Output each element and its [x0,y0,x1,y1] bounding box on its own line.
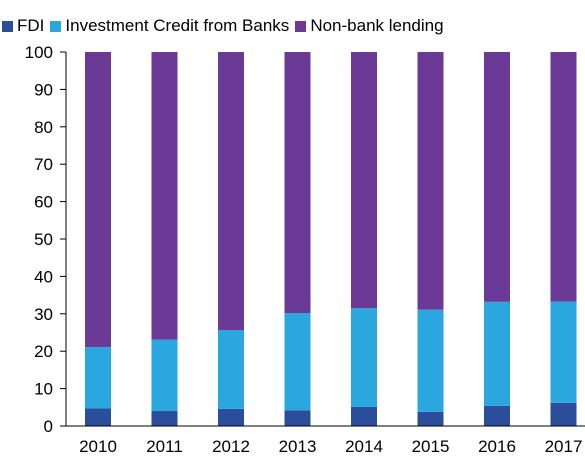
x-tick-label: 2014 [345,437,383,456]
y-tick-label: 100 [25,43,53,62]
legend-item-investment-credit: Investment Credit from Banks [50,16,289,36]
bar-segment-investment-credit-from-banks-2013 [284,313,311,411]
legend-label-non-bank-lending: Non-bank lending [310,16,444,35]
x-tick-label: 2017 [545,437,583,456]
y-tick-label: 10 [34,380,53,399]
legend-swatch-fdi [2,20,13,32]
y-tick-label: 30 [34,305,53,324]
legend-item-non-bank-lending: Non-bank lending [295,16,444,36]
legend-swatch-investment-credit [50,20,62,32]
x-tick-label: 2015 [412,437,450,456]
bar-segment-fdi-2017 [550,402,577,426]
legend-item-fdi: FDI [2,16,44,36]
legend-label-investment-credit: Investment Credit from Banks [65,16,290,35]
legend: FDI Investment Credit from Banks Non-ban… [2,16,450,36]
bar-segment-fdi-2013 [284,410,311,426]
legend-swatch-non-bank-lending [295,20,307,32]
x-tick-label: 2011 [146,437,183,456]
bar-segment-investment-credit-from-banks-2015 [417,309,444,412]
bars [85,52,577,426]
y-tick-label: 80 [34,118,53,137]
bar-segment-fdi-2011 [151,411,178,426]
y-tick-label: 20 [34,342,53,361]
bar-segment-fdi-2016 [484,405,510,426]
x-tick-label: 2013 [279,437,317,456]
y-tick-label: 90 [34,80,53,99]
bar-segment-non-bank-lending-2015 [417,52,444,310]
bar-segment-non-bank-lending-2010 [85,52,111,348]
bar-segment-investment-credit-from-banks-2016 [484,301,510,406]
bar-segment-non-bank-lending-2011 [151,52,178,340]
bar-segment-non-bank-lending-2016 [484,52,510,302]
x-axis: 2010 2011 2012 2013 2014 2015 2016 2017 [66,425,585,456]
bar-segment-investment-credit-from-banks-2012 [218,330,244,409]
y-tick-label: 40 [34,267,53,286]
y-tick-label: 60 [34,193,53,212]
y-tick-label: 50 [34,230,53,249]
bar-segment-investment-credit-from-banks-2017 [550,301,577,403]
y-axis: 0 10 20 30 40 50 60 70 80 90 100 [25,43,67,436]
bar-segment-fdi-2014 [351,406,377,426]
legend-label-fdi: FDI [17,16,45,35]
y-tick-label: 0 [44,417,53,436]
bar-segment-investment-credit-from-banks-2011 [151,339,178,412]
bar-segment-non-bank-lending-2013 [284,52,311,314]
bar-segment-fdi-2010 [85,408,111,426]
x-tick-label: 2016 [478,437,516,456]
bar-segment-fdi-2012 [218,408,244,426]
y-tick-label: 70 [34,155,53,174]
bar-segment-fdi-2015 [417,411,444,426]
x-tick-label: 2012 [212,437,250,456]
bar-segment-non-bank-lending-2012 [218,52,244,331]
bar-segment-investment-credit-from-banks-2010 [85,347,111,409]
x-tick-label: 2010 [79,437,117,456]
bar-segment-non-bank-lending-2017 [550,52,577,302]
bar-segment-investment-credit-from-banks-2014 [351,308,377,407]
bar-segment-non-bank-lending-2014 [351,52,377,309]
